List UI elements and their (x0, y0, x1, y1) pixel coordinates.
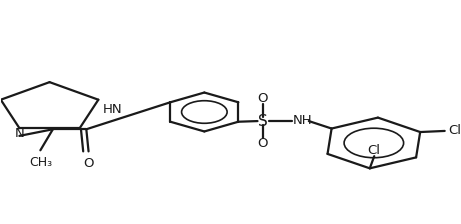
Text: N: N (15, 127, 24, 140)
Text: O: O (258, 93, 268, 106)
Text: O: O (83, 157, 94, 170)
Text: Cl: Cl (368, 144, 381, 157)
Text: CH₃: CH₃ (29, 156, 52, 169)
Text: NH: NH (293, 114, 313, 127)
Text: S: S (258, 114, 268, 129)
Text: O: O (258, 137, 268, 150)
Text: Cl: Cl (448, 124, 461, 138)
Text: HN: HN (103, 103, 123, 116)
